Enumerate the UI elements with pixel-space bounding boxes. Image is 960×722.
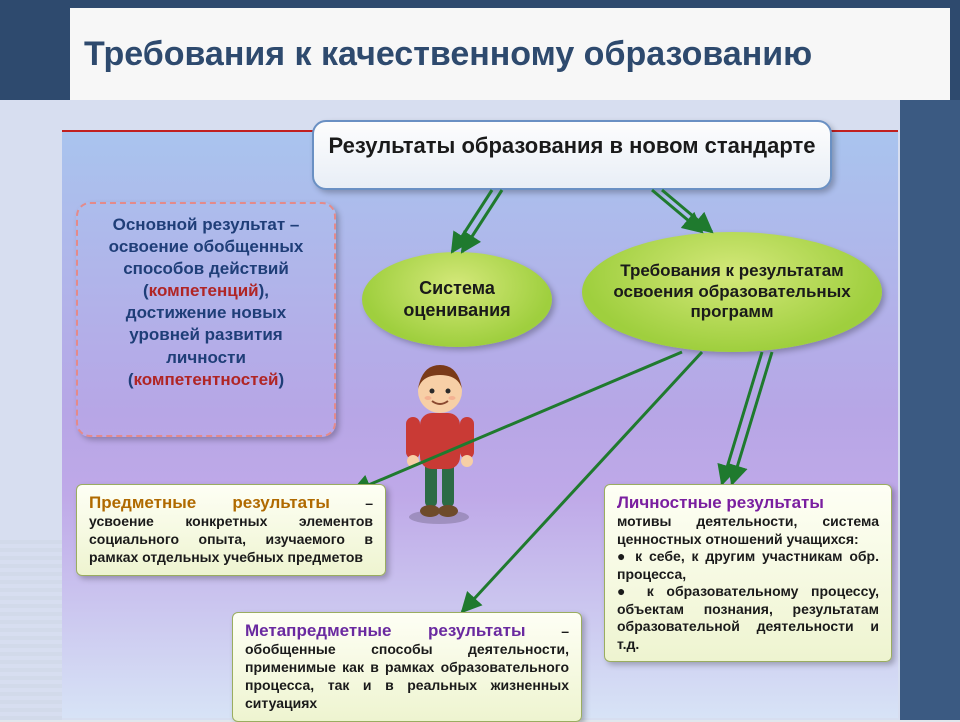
header-band: Требования к качественному образованию [0, 0, 960, 100]
right-accent-band [900, 100, 960, 720]
top-box: Результаты образования в новом стандарте [312, 120, 832, 190]
diagram: Результаты образования в новом стандарте… [62, 130, 898, 718]
header-accent [0, 0, 60, 100]
result-personal-title: Личностные результаты [617, 493, 879, 513]
side-box-text: Основной результат – освоение обобщенных… [92, 214, 320, 391]
result-meta-body: обобщенные способы деятельности, примени… [245, 641, 569, 711]
oval-system-text: Система оценивания [380, 278, 534, 321]
oval-requirements-text: Требования к результатам освоения образо… [600, 261, 864, 322]
result-subject-title: Предметные результаты [89, 493, 330, 512]
result-box-personal: Личностные результаты мотивы деятельност… [604, 484, 892, 662]
result-box-subject: Предметные результаты – усвоение конкрет… [76, 484, 386, 576]
side-box-main-result: Основной результат – освоение обобщенных… [76, 202, 336, 437]
page-title: Требования к качественному образованию [70, 8, 950, 100]
result-meta-title: Метапредметные результаты [245, 621, 525, 640]
result-subject-body: усвоение конкретных элементов социальног… [89, 513, 373, 565]
oval-requirements: Требования к результатам освоения образо… [582, 232, 882, 352]
result-box-meta: Метапредметные результаты – обобщенные с… [232, 612, 582, 722]
oval-system: Система оценивания [362, 252, 552, 347]
slide-canvas: Результаты образования в новом стандарте… [0, 100, 960, 720]
boy-illustration [392, 357, 487, 527]
background-watermark [0, 540, 62, 720]
result-personal-body: мотивы деятельности, система ценностных … [617, 513, 879, 653]
top-box-text: Результаты образования в новом стандарте [328, 132, 816, 160]
